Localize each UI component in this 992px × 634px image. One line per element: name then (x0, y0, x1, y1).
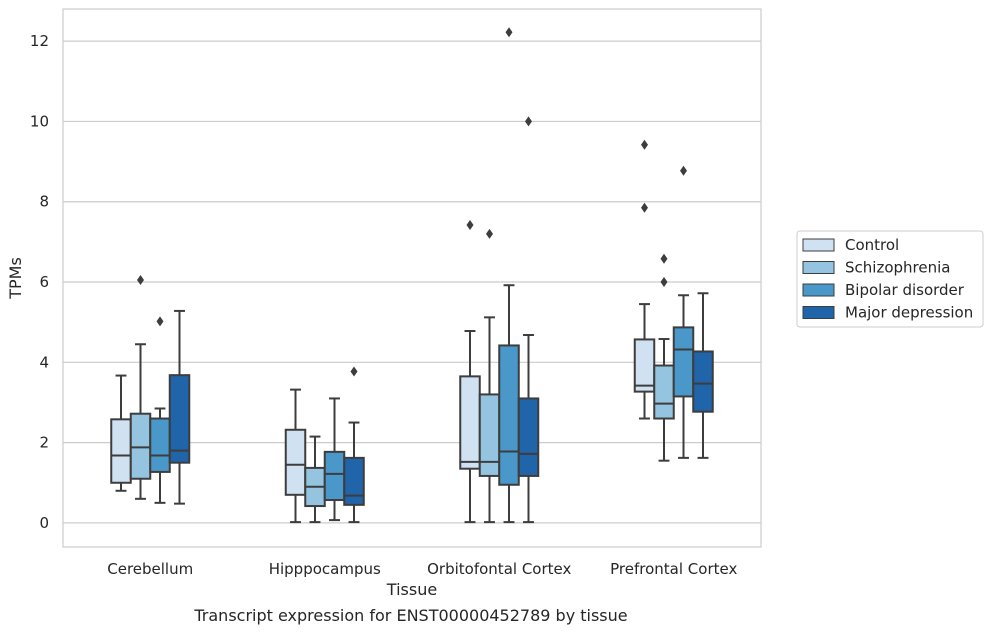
outlier-point (525, 116, 532, 127)
box-major-depression (517, 116, 540, 524)
outlier-point (137, 275, 144, 286)
legend-label: Control (845, 236, 899, 254)
legend: Control Schizophrenia Bipolar disorder Majo… (796, 230, 984, 328)
x-axis-ticks: Cerebellum Hipppocampus Orbitofontal Corte… (107, 560, 737, 578)
box-bipolar-disorder (323, 397, 346, 522)
plot-area (62, 8, 762, 548)
legend-swatch (802, 283, 835, 297)
y-axis-ticks: 0 2 4 6 8 10 12 (30, 32, 49, 532)
legend-label: Major depression (845, 304, 973, 322)
y-axis-label: TPMs (6, 257, 25, 300)
y-tick-label: 10 (30, 112, 49, 130)
box-control (459, 220, 481, 524)
legend-swatch (802, 238, 835, 252)
x-axis-label: Tissue (386, 580, 437, 599)
y-tick-label: 4 (39, 353, 49, 371)
box-bipolar-disorder (149, 316, 171, 504)
y-tick-label: 8 (39, 193, 49, 211)
x-tick-label: Prefrontal Cortex (610, 560, 737, 578)
box-iqr (517, 397, 540, 477)
legend-frame (796, 230, 984, 328)
outlier-point (466, 220, 474, 231)
y-tick-label: 12 (30, 32, 49, 50)
legend-label: Schizophrenia (845, 259, 950, 277)
outlier-point (350, 366, 358, 377)
outlier-point (641, 139, 648, 150)
outlier-point (505, 27, 513, 38)
outlier-point (156, 316, 164, 327)
outlier-point (486, 228, 493, 239)
chart-caption: Transcript expression for ENST0000045278… (194, 606, 628, 625)
outlier-point (660, 277, 668, 288)
box-schizophrenia (129, 275, 152, 500)
legend-swatch (802, 261, 835, 274)
box-iqr (498, 344, 520, 486)
box-iqr (478, 393, 501, 477)
box-major-depression (343, 366, 365, 524)
outlier-point (680, 165, 687, 176)
box-iqr (672, 326, 695, 398)
box-iqr (653, 364, 675, 420)
y-tick-label: 2 (39, 434, 49, 452)
box-iqr (284, 428, 307, 496)
box-major-depression (168, 309, 191, 505)
boxes (110, 27, 714, 524)
box-iqr (149, 417, 171, 473)
y-tick-label: 6 (39, 273, 49, 291)
y-tick-label: 0 (39, 514, 49, 532)
box-control (110, 374, 132, 492)
box-control (633, 139, 656, 420)
box-bipolar-disorder (498, 27, 520, 524)
x-tick-label: Hipppocampus (269, 560, 381, 578)
box-iqr (110, 418, 132, 484)
box-bipolar-disorder (672, 165, 695, 459)
box-control (284, 388, 307, 524)
legend-swatch (802, 306, 835, 319)
box-major-depression (692, 292, 714, 459)
box-schizophrenia (653, 253, 675, 462)
box-iqr (459, 375, 481, 470)
outlier-point (641, 202, 648, 213)
box-iqr (323, 450, 346, 502)
x-tick-label: Cerebellum (107, 560, 193, 578)
box-schizophrenia (304, 435, 326, 524)
box-iqr (129, 412, 152, 480)
box-iqr (633, 338, 656, 393)
box-iqr (343, 456, 365, 506)
box-iqr (168, 374, 191, 464)
legend-label: Bipolar disorder (845, 281, 965, 299)
box-iqr (692, 350, 714, 413)
x-tick-label: Orbitofontal Cortex (427, 560, 571, 578)
box-schizophrenia (478, 228, 501, 524)
outlier-point (660, 253, 668, 264)
